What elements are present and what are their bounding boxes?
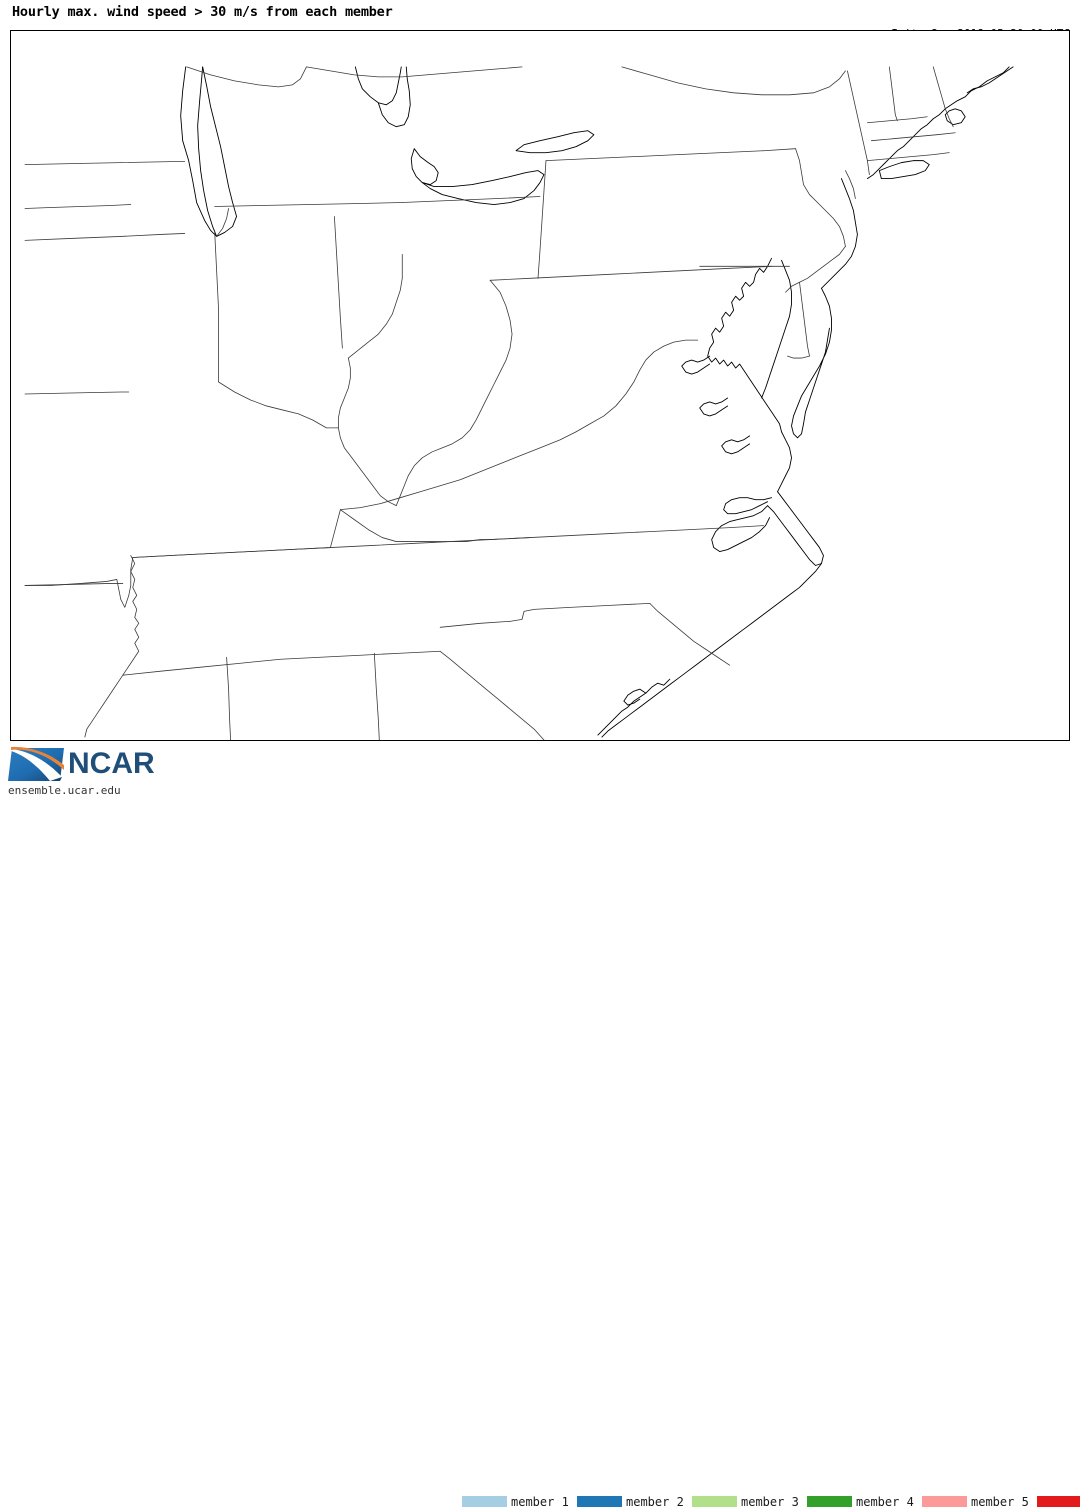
map-geography	[11, 31, 1069, 740]
ohio-river	[219, 382, 339, 428]
wv-west-border	[338, 358, 396, 506]
lake-huron-bay	[378, 67, 410, 127]
state-border-ga-west	[374, 653, 379, 740]
potomac-inlet	[682, 356, 710, 374]
legend-label: member 5	[971, 1494, 1029, 1509]
nh-me-border	[933, 67, 953, 127]
legend-swatch-icon	[577, 1496, 622, 1507]
legend-label: member 1	[511, 1494, 569, 1509]
legend-item-member-2[interactable]: member 2	[577, 1491, 692, 1512]
james-inlet	[722, 436, 750, 454]
legend-swatch-icon	[1037, 1496, 1080, 1507]
mississippi-river	[85, 556, 139, 737]
lake-huron	[355, 67, 401, 105]
hampton-roads	[778, 432, 792, 492]
header-bar: Hourly max. wind speed > 30 m/s from eac…	[0, 0, 1080, 79]
barrier-islands	[598, 679, 670, 735]
legend-item-member-1[interactable]: member 1	[462, 1491, 577, 1512]
state-border-mi-in-oh	[215, 203, 403, 207]
pa-south-border	[490, 266, 771, 280]
legend-swatch-icon	[922, 1496, 967, 1507]
legend-item-member-6[interactable]: member 6	[1037, 1491, 1080, 1512]
state-border-al-ga	[227, 657, 231, 740]
state-border-west-1	[25, 558, 133, 608]
albemarle-sound	[724, 498, 772, 514]
mi-west-coast	[217, 208, 229, 236]
pa-east-border	[796, 149, 846, 247]
state-border-nc-sc	[440, 603, 729, 665]
pamlico-sound	[712, 506, 770, 552]
cape-cod-hook	[945, 109, 965, 125]
state-border-wv-va	[576, 340, 698, 432]
legend-label: member 3	[741, 1494, 799, 1509]
state-border-il-mo	[25, 233, 185, 240]
nj-de-border	[786, 246, 846, 292]
lake-michigan	[181, 67, 217, 237]
state-border-ar-la	[25, 583, 123, 585]
wi-il-border	[25, 162, 185, 165]
delmarva-peninsula	[792, 288, 832, 438]
legend-swatch-icon	[692, 1496, 737, 1507]
cape-cod	[967, 67, 1013, 93]
md-va-delmarva	[788, 356, 810, 358]
long-island	[879, 161, 929, 179]
legend-label: member 2	[626, 1494, 684, 1509]
lake-michigan-east	[203, 67, 237, 237]
chesapeake-bay-east	[762, 260, 792, 398]
new-jersey-coast	[821, 179, 857, 289]
ny-hudson	[845, 171, 855, 199]
ncar-logo-mark	[8, 746, 64, 781]
ny-east-border	[847, 71, 869, 175]
chesapeake-bay-west	[708, 258, 782, 432]
state-border-ga-sc	[440, 651, 544, 740]
de-md-border	[800, 282, 810, 356]
ncar-logo[interactable]: NCAR ensemble.ucar.edu	[6, 746, 176, 798]
state-border-va-nc	[490, 526, 763, 540]
footer-bar: NCAR ensemble.ucar.edu member 1 member 2…	[0, 741, 1080, 1508]
legend-label: member 4	[856, 1494, 914, 1509]
lake-ontario	[516, 131, 594, 153]
ncar-wordmark: NCAR	[68, 747, 155, 780]
page-title: Hourly max. wind speed > 30 m/s from eac…	[12, 4, 393, 20]
member-legend: member 1 member 2 member 3 member 4 memb…	[462, 1491, 1080, 1512]
pa-west-border	[538, 161, 546, 279]
state-border-tn-south	[123, 651, 440, 675]
map-panel[interactable]	[10, 30, 1070, 741]
ky-tn-border	[133, 510, 341, 558]
canada-border	[306, 67, 522, 77]
nc-tn-border	[340, 510, 490, 542]
state-border-ky-va	[340, 432, 576, 510]
pa-north-border	[546, 149, 796, 161]
state-border-il-in	[215, 230, 219, 382]
state-border-in-oh	[334, 216, 342, 348]
ny-ct-ma	[867, 153, 949, 161]
ohio-river-upper	[348, 254, 402, 358]
legend-swatch-icon	[462, 1496, 507, 1507]
oh-pa-north	[402, 197, 540, 203]
wv-outline	[396, 280, 512, 505]
outer-banks	[768, 492, 824, 566]
ma-vt-nh	[867, 117, 927, 123]
mi-upper-peninsula	[187, 67, 307, 87]
lake-st-clair	[411, 149, 438, 185]
charleston-harbor	[624, 689, 646, 705]
legend-item-member-4[interactable]: member 4	[807, 1491, 922, 1512]
legend-item-member-5[interactable]: member 5	[922, 1491, 1037, 1512]
lake-erie	[422, 171, 544, 205]
ensemble-url[interactable]: ensemble.ucar.edu	[8, 784, 121, 797]
cape-fear-coast	[602, 563, 822, 737]
ia-mo-border	[25, 205, 131, 209]
ma-ct-border	[871, 133, 955, 141]
ny-north	[622, 67, 846, 95]
legend-swatch-icon	[807, 1496, 852, 1507]
state-border-mo-ar	[25, 392, 129, 394]
vt-nh-border	[889, 67, 897, 121]
legend-item-member-3[interactable]: member 3	[692, 1491, 807, 1512]
rappahannock-inlet	[700, 398, 728, 416]
